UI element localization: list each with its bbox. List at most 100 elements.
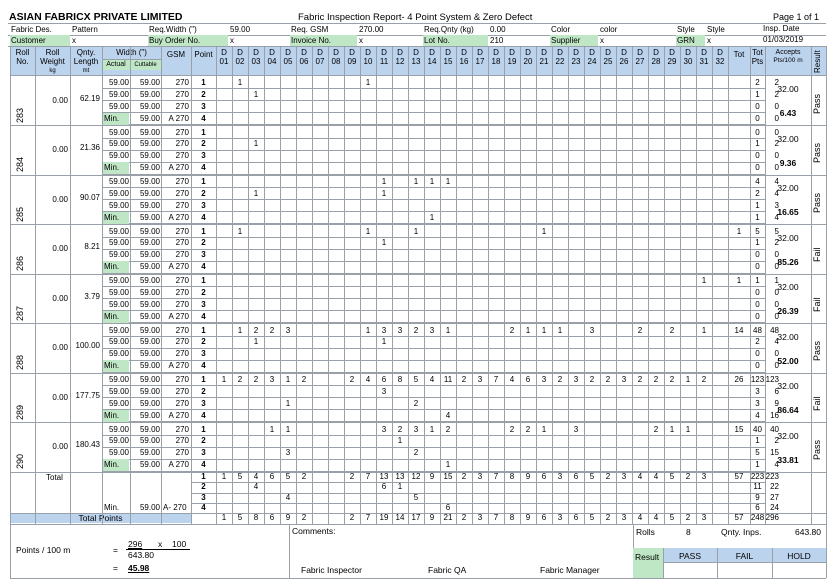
- row-line: [102, 112, 765, 114]
- point-value: 3: [201, 151, 206, 161]
- point-value: 2: [201, 238, 206, 248]
- point-value: 3: [201, 250, 206, 260]
- defect-count: 1: [253, 139, 259, 149]
- gsm-value: 270: [175, 127, 189, 137]
- row-accepts: 0: [774, 311, 779, 321]
- totals-defect-count: 5: [285, 472, 291, 481]
- row-tot-pts: 0: [755, 101, 760, 111]
- row-accepts: 1: [774, 276, 779, 285]
- row-accepts: 0: [774, 250, 779, 260]
- header-label: Req.Qnty (kg): [424, 25, 474, 34]
- row-line: [102, 173, 765, 175]
- col-defect-letter: D: [381, 48, 387, 57]
- col-tot: Tot: [733, 50, 745, 59]
- col-defect-number: 32: [715, 57, 725, 66]
- totals-defect-count: 2: [605, 472, 611, 481]
- defect-count: 1: [525, 325, 531, 335]
- defect-count: 3: [589, 325, 595, 335]
- row-tot: 14: [734, 325, 744, 335]
- formula-result: 45.98: [128, 563, 150, 573]
- gsm-value: 270: [175, 287, 189, 297]
- grid-column-line: [440, 46, 441, 524]
- row-accepts: 5: [774, 226, 779, 236]
- row-tot-pts: 123: [750, 375, 765, 384]
- point-value: 1: [201, 325, 206, 335]
- roll-number: 286: [15, 255, 25, 271]
- defect-count: 1: [685, 375, 691, 384]
- gsm-value: 270: [175, 424, 189, 434]
- row-tot-pts: 1: [755, 139, 760, 149]
- grid-column-line: [632, 46, 633, 524]
- col-defect-number: 21: [539, 57, 549, 66]
- col-defect-letter: D: [333, 48, 339, 57]
- totals-defect-count: 3: [477, 472, 483, 481]
- row-accepts: 15: [770, 448, 779, 458]
- point-value: 1: [201, 127, 206, 137]
- row-accepts: 0: [774, 101, 779, 111]
- roll-result: Pass: [812, 340, 822, 361]
- formula-eq: =: [113, 545, 118, 555]
- defect-count: 1: [557, 325, 563, 335]
- col-defect-number: 12: [395, 57, 405, 66]
- grid-top-line: [10, 46, 826, 47]
- total-points-count: 21: [443, 513, 453, 523]
- header-label: Invoice No.: [290, 35, 357, 46]
- col-defect-number: 16: [459, 57, 469, 66]
- actual-width: 59.00: [108, 151, 129, 161]
- total-points-count: 1: [221, 513, 227, 523]
- defect-count: 3: [381, 325, 387, 335]
- row-tot-pts: 0: [755, 250, 760, 260]
- col-defect-letter: D: [621, 48, 627, 57]
- roll-weight: 0.00: [52, 244, 68, 254]
- grid-column-line: [102, 46, 103, 524]
- col-cuttable: Cuttable: [130, 60, 161, 70]
- grid-column-line: [600, 46, 601, 524]
- col-point: Point: [194, 50, 213, 59]
- grid-column-line: [328, 46, 329, 524]
- actual-width: 59.00: [108, 337, 129, 347]
- cuttable-width: 59.00: [139, 386, 160, 396]
- grid-column-line: [424, 46, 425, 524]
- totals-tot-pts: 9: [755, 492, 760, 502]
- header-value: x: [707, 36, 711, 45]
- actual-width: Min.: [102, 459, 129, 471]
- col-tot-pts: Tot Pts: [751, 48, 764, 66]
- company-name: ASIAN FABRICX PRIVATE LIMITED: [9, 11, 183, 23]
- gsm-value: 270: [175, 188, 189, 198]
- totals-accepts: 223: [765, 472, 779, 481]
- row-line: [102, 446, 765, 448]
- totals-defect-count: 4: [285, 492, 291, 502]
- col-defect-number: 30: [683, 57, 693, 66]
- total-points-count: 14: [395, 513, 405, 523]
- totals-tot-pts: 11: [753, 482, 762, 492]
- formula-hundred: 100: [172, 539, 187, 549]
- footer-bottom-line: [10, 578, 826, 579]
- col-defect-number: 08: [331, 57, 341, 66]
- row-tot-pts: 5: [755, 226, 760, 236]
- gsm-value: 270: [175, 375, 189, 384]
- row-line: [102, 470, 765, 472]
- grid-column-line: [616, 46, 617, 524]
- row-accepts: 2: [774, 238, 779, 248]
- point-value: 1: [201, 177, 206, 186]
- grid-bottom-line: [10, 523, 826, 525]
- point-value: 2: [201, 188, 206, 198]
- row-tot-pts: 1: [755, 276, 760, 285]
- roll-length: 100.00: [75, 341, 100, 351]
- gsm-value: 270: [175, 238, 189, 248]
- actual-width: Min.: [102, 211, 129, 224]
- row-tot-pts: 4: [755, 410, 760, 420]
- roll-result: Pass: [812, 192, 822, 213]
- roll-weight: 0.00: [52, 343, 68, 353]
- total-points-count: 8: [509, 513, 515, 523]
- point-value: 4: [201, 163, 206, 173]
- grid-column-line: [264, 46, 265, 524]
- row-tot-pts: 1: [755, 460, 760, 470]
- defect-count: 2: [413, 448, 419, 458]
- total-points-count: 7: [365, 513, 371, 523]
- header-label: Supplier: [550, 35, 598, 46]
- grid-column-line: [696, 46, 697, 524]
- col-defect-letter: D: [525, 48, 531, 57]
- row-tot-pts: 48: [753, 325, 762, 335]
- result-label: Result: [635, 552, 660, 562]
